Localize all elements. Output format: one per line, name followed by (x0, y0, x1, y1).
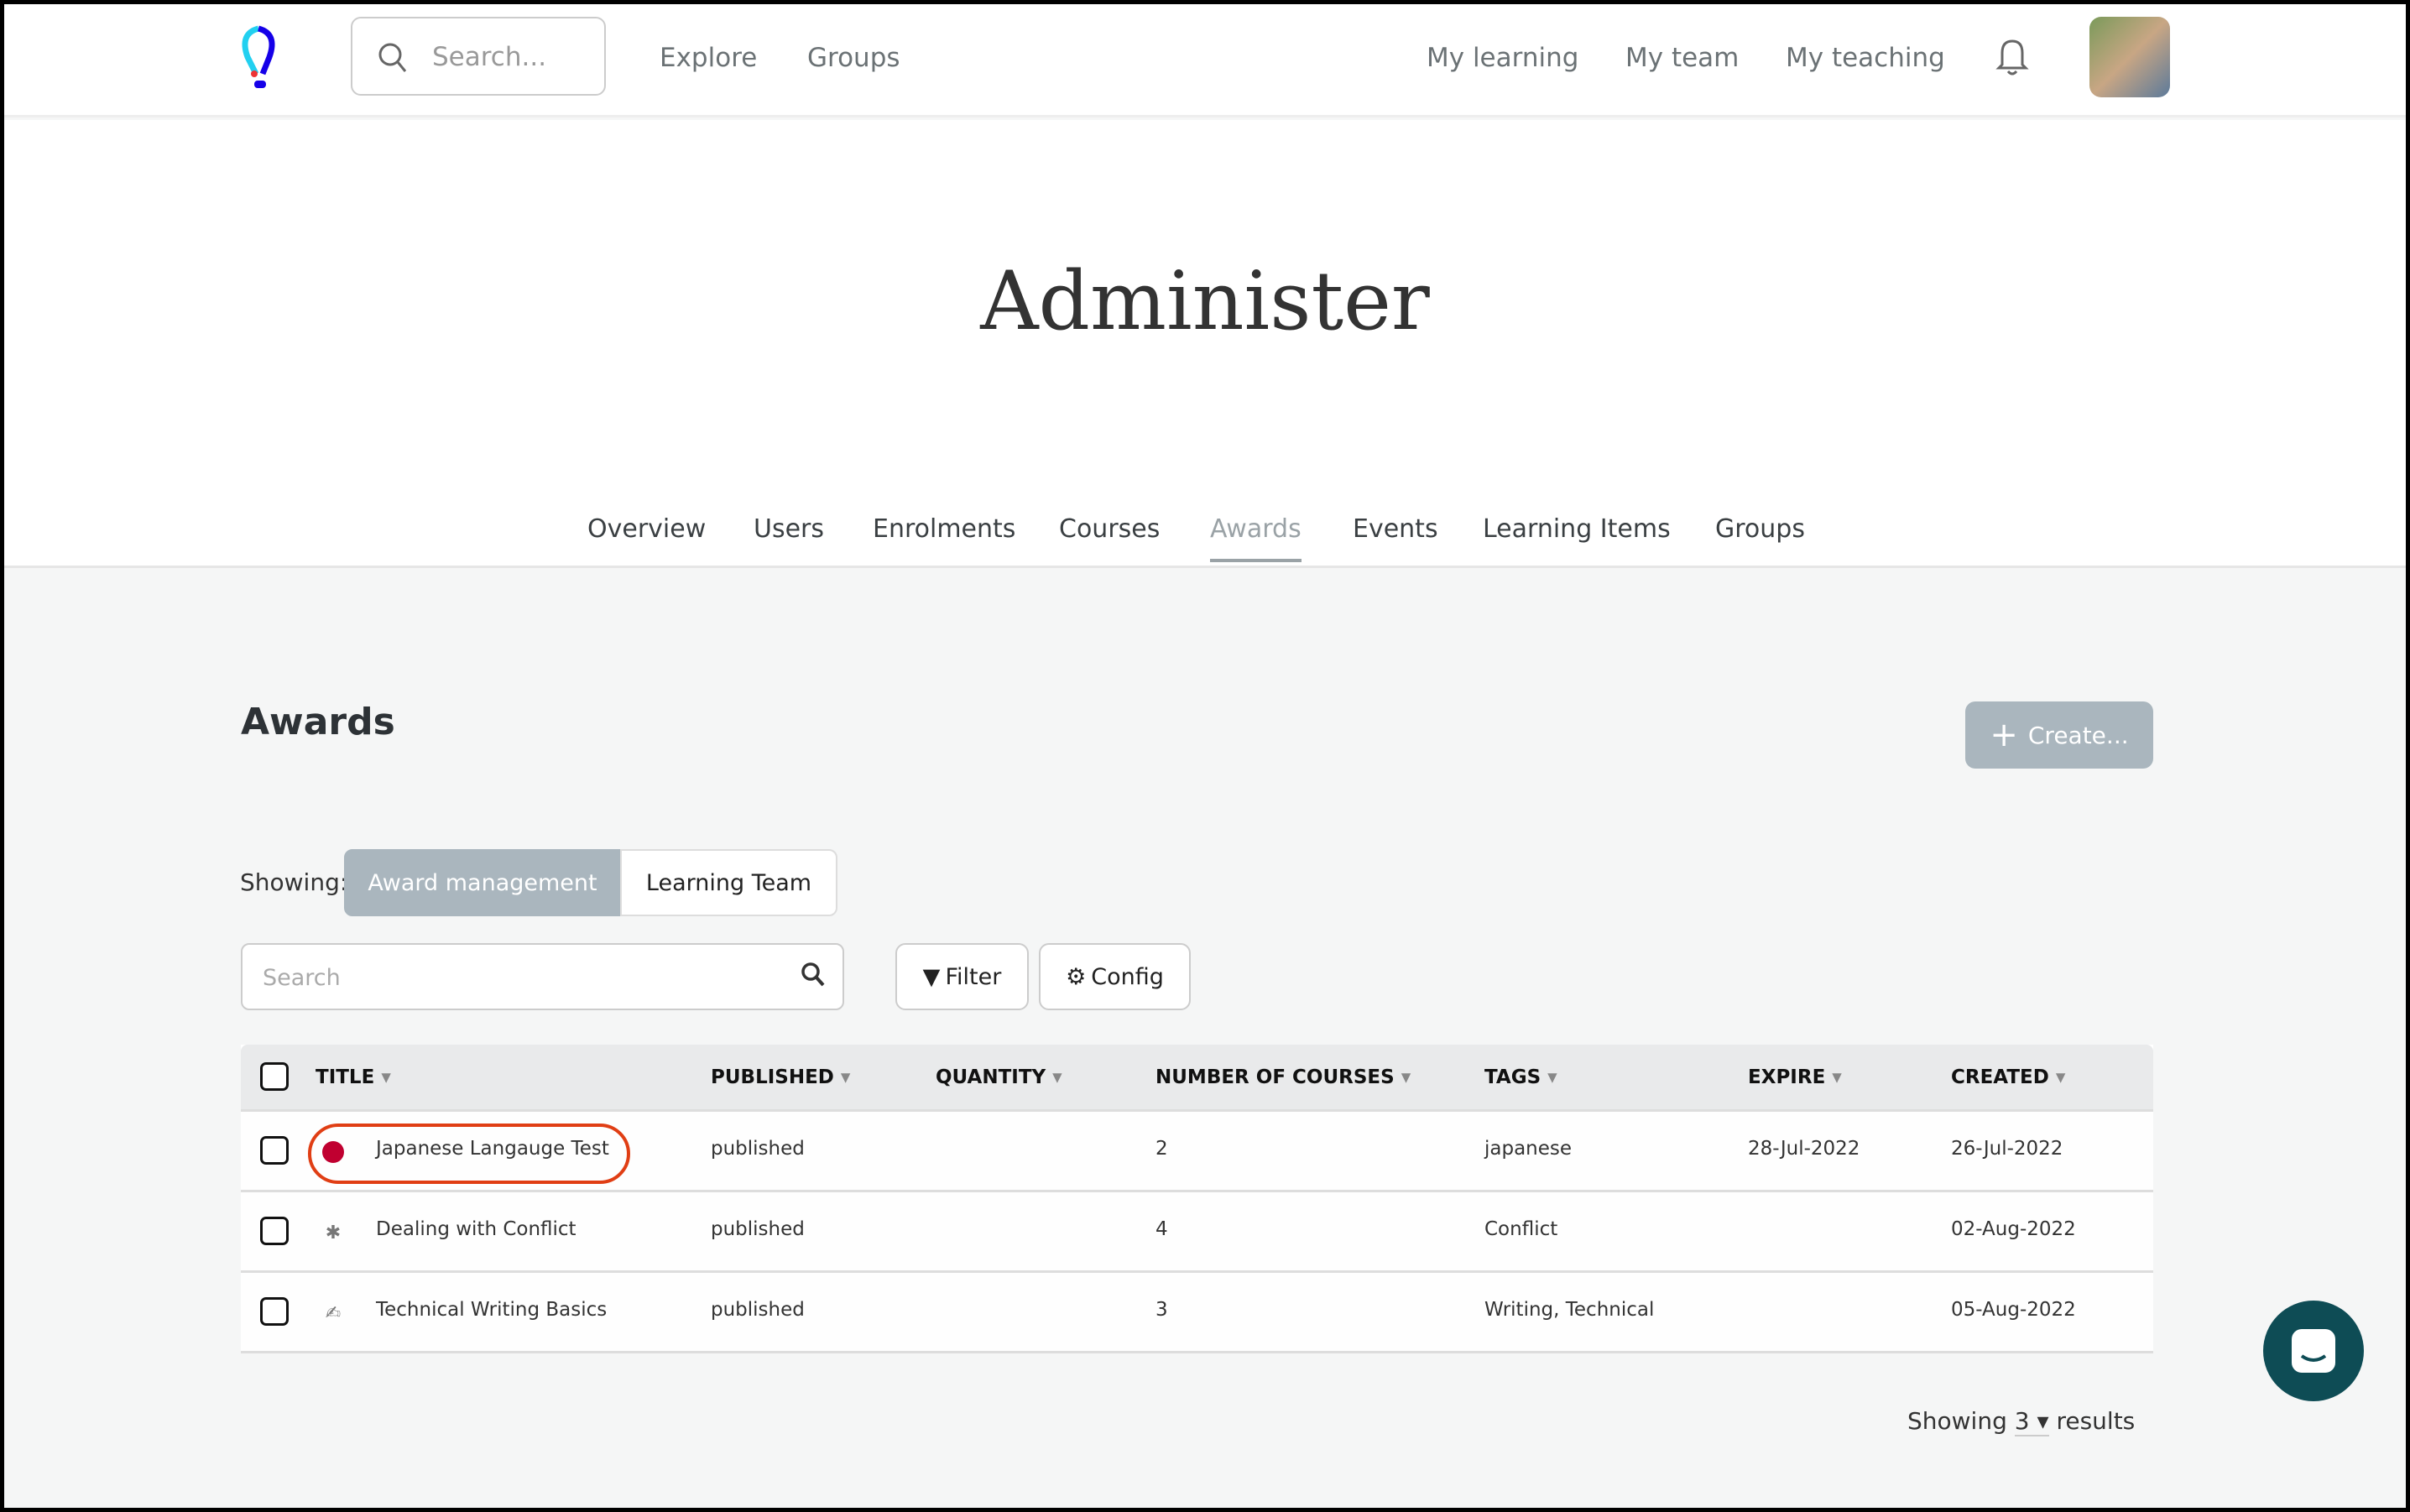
cell-courses: 3 (1155, 1299, 1168, 1321)
showing-label: Showing: (240, 868, 348, 896)
toggle-learning-team[interactable]: Learning Team (620, 849, 837, 916)
tab-events[interactable]: Events (1353, 514, 1438, 544)
tab-learning-items[interactable]: Learning Items (1483, 514, 1671, 544)
award-thumbnail-icon: ✍ (325, 1302, 342, 1324)
page-size-select[interactable]: 3 ▾ (2014, 1407, 2049, 1436)
cell-tags: Conflict (1484, 1218, 1558, 1240)
col-title[interactable]: TITLE (316, 1066, 391, 1088)
tab-awards[interactable]: Awards (1210, 514, 1302, 562)
tab-users[interactable]: Users (754, 514, 825, 544)
col-quantity[interactable]: QUANTITY (936, 1066, 1062, 1088)
bell-icon[interactable] (1995, 36, 2029, 76)
chat-launcher-button[interactable] (2263, 1301, 2364, 1401)
tab-courses[interactable]: Courses (1059, 514, 1161, 544)
app: Search... Explore Groups My learning My … (4, 4, 2406, 1508)
nav-my-team[interactable]: My team (1625, 43, 1740, 73)
row-checkbox[interactable] (260, 1217, 289, 1245)
award-thumbnail-icon (316, 1135, 350, 1169)
search-icon (378, 43, 407, 72)
cell-published: published (711, 1138, 805, 1160)
page-hero: Administer Overview Users Enrolments Cou… (4, 120, 2406, 568)
plus-icon: + (1990, 716, 2018, 754)
search-placeholder: Search... (432, 42, 547, 72)
nav-explore[interactable]: Explore (660, 43, 758, 73)
cell-tags: Writing, Technical (1484, 1299, 1655, 1321)
tab-enrolments[interactable]: Enrolments (873, 514, 1016, 544)
cell-created: 26-Jul-2022 (1951, 1138, 2063, 1160)
create-button[interactable]: + Create... (1965, 701, 2153, 769)
gear-icon: ⚙ (1066, 963, 1087, 990)
nav-my-learning[interactable]: My learning (1427, 43, 1579, 73)
filter-icon: ▼ (922, 963, 941, 990)
row-checkbox[interactable] (260, 1136, 289, 1165)
table-header: TITLE PUBLISHED QUANTITY NUMBER OF COURS… (241, 1045, 2153, 1112)
search-placeholder: Search (263, 965, 341, 991)
col-published[interactable]: PUBLISHED (711, 1066, 850, 1088)
config-button[interactable]: ⚙ Config (1039, 943, 1191, 1010)
awards-search-input[interactable]: Search (241, 943, 844, 1010)
table-row[interactable]: ✍ Technical Writing Basics published 3 Writi… (241, 1273, 2153, 1353)
nav-groups[interactable]: Groups (807, 43, 900, 73)
logo-icon[interactable] (237, 25, 279, 94)
award-title-link[interactable]: Japanese Langauge Test (376, 1138, 609, 1160)
results-summary: Showing 3 ▾ results (1907, 1407, 2136, 1436)
global-search-input[interactable]: Search... (351, 17, 606, 96)
table-row[interactable]: Japanese Langauge Test published 2 japanese… (241, 1112, 2153, 1192)
cell-courses: 4 (1155, 1218, 1168, 1240)
filter-label: Filter (945, 963, 1002, 990)
create-label: Create... (2027, 721, 2129, 749)
tab-overview[interactable]: Overview (587, 514, 707, 544)
cell-published: published (711, 1299, 805, 1321)
cell-tags: japanese (1484, 1138, 1573, 1160)
page-size-value: 3 (2014, 1407, 2030, 1435)
awards-table: TITLE PUBLISHED QUANTITY NUMBER OF COURS… (241, 1045, 2153, 1353)
col-created[interactable]: CREATED (1951, 1066, 2065, 1088)
top-nav: Search... Explore Groups My learning My … (4, 4, 2406, 117)
showing-prefix: Showing (1907, 1407, 2007, 1435)
tab-groups[interactable]: Groups (1715, 514, 1805, 544)
col-number-of-courses[interactable]: NUMBER OF COURSES (1155, 1066, 1411, 1088)
cell-created: 02-Aug-2022 (1951, 1218, 2076, 1240)
cell-courses: 2 (1155, 1138, 1168, 1160)
chat-icon (2292, 1329, 2335, 1373)
cell-published: published (711, 1218, 805, 1240)
avatar[interactable] (2089, 17, 2170, 97)
award-title-link[interactable]: Technical Writing Basics (376, 1299, 608, 1321)
toggle-award-management[interactable]: Award management (344, 849, 621, 916)
col-expire[interactable]: EXPIRE (1748, 1066, 1842, 1088)
search-icon[interactable] (801, 962, 826, 988)
section-heading: Awards (241, 701, 395, 743)
results-suffix: results (2056, 1407, 2136, 1435)
cell-expire: 28-Jul-2022 (1748, 1138, 1860, 1160)
select-all-checkbox[interactable] (260, 1062, 289, 1091)
award-thumbnail-icon: ✱ (325, 1222, 342, 1243)
highlight-outline (308, 1124, 630, 1184)
row-checkbox[interactable] (260, 1297, 289, 1326)
filter-button[interactable]: ▼ Filter (895, 943, 1029, 1010)
col-tags[interactable]: TAGS (1484, 1066, 1557, 1088)
award-title-link[interactable]: Dealing with Conflict (376, 1218, 576, 1240)
nav-my-teaching[interactable]: My teaching (1786, 43, 1945, 73)
page-title: Administer (980, 254, 1430, 348)
table-row[interactable]: ✱ Dealing with Conflict published 4 Conflict… (241, 1192, 2153, 1273)
config-label: Config (1091, 963, 1164, 990)
cell-created: 05-Aug-2022 (1951, 1299, 2076, 1321)
